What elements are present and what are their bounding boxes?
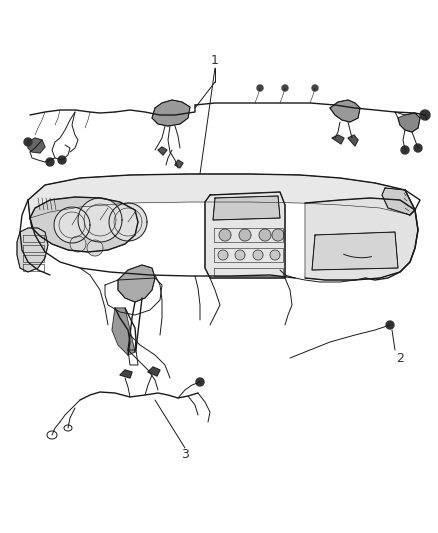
Polygon shape [46, 158, 54, 166]
Polygon shape [30, 197, 138, 252]
Polygon shape [282, 85, 288, 91]
Polygon shape [17, 228, 48, 272]
Polygon shape [152, 100, 190, 126]
Polygon shape [175, 160, 183, 168]
Polygon shape [158, 147, 167, 155]
Polygon shape [272, 229, 284, 241]
Polygon shape [239, 229, 251, 241]
Polygon shape [78, 198, 122, 242]
Polygon shape [219, 229, 231, 241]
Polygon shape [58, 156, 66, 164]
Polygon shape [259, 229, 271, 241]
Polygon shape [24, 138, 32, 146]
Polygon shape [257, 85, 263, 91]
Polygon shape [420, 110, 430, 120]
Polygon shape [401, 146, 409, 154]
Polygon shape [305, 198, 418, 280]
Polygon shape [312, 85, 318, 91]
Polygon shape [386, 321, 394, 329]
Polygon shape [28, 138, 45, 153]
Polygon shape [270, 250, 280, 260]
Polygon shape [112, 308, 135, 355]
Text: 3: 3 [181, 448, 189, 462]
Polygon shape [118, 265, 155, 302]
Polygon shape [28, 174, 415, 218]
Polygon shape [148, 367, 160, 376]
Polygon shape [253, 250, 263, 260]
Polygon shape [312, 232, 398, 270]
Polygon shape [54, 207, 90, 243]
Polygon shape [109, 203, 147, 241]
Polygon shape [348, 135, 358, 146]
Polygon shape [120, 370, 132, 378]
Polygon shape [332, 135, 344, 144]
Polygon shape [87, 240, 103, 256]
Polygon shape [196, 378, 204, 386]
Text: 1: 1 [211, 53, 219, 67]
Text: 2: 2 [396, 351, 404, 365]
Polygon shape [70, 236, 86, 252]
Polygon shape [398, 113, 420, 132]
Polygon shape [382, 188, 415, 215]
Polygon shape [330, 100, 360, 122]
Polygon shape [414, 144, 422, 152]
Polygon shape [205, 192, 285, 278]
Polygon shape [235, 250, 245, 260]
Polygon shape [213, 196, 280, 220]
Polygon shape [218, 250, 228, 260]
